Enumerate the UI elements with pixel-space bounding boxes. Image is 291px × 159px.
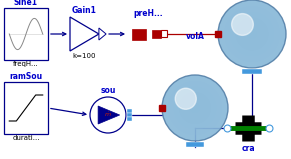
Circle shape — [246, 28, 258, 40]
Text: sou: sou — [100, 86, 116, 95]
Circle shape — [235, 17, 269, 51]
Text: k=100: k=100 — [73, 53, 96, 59]
Text: Sine1: Sine1 — [14, 0, 38, 7]
Text: preH...: preH... — [133, 9, 163, 18]
Text: ramSou: ramSou — [9, 72, 42, 81]
Text: durati...: durati... — [12, 135, 40, 141]
Circle shape — [90, 97, 126, 133]
Circle shape — [189, 103, 200, 114]
Text: cra: cra — [241, 144, 255, 153]
Circle shape — [241, 23, 263, 45]
Text: freqH...: freqH... — [13, 61, 39, 67]
Circle shape — [178, 91, 212, 124]
Circle shape — [173, 86, 217, 130]
Bar — [127, 109, 132, 113]
Circle shape — [162, 75, 228, 141]
Circle shape — [184, 97, 206, 119]
Bar — [127, 113, 132, 117]
Bar — [4, 82, 48, 134]
Circle shape — [218, 0, 286, 68]
Text: Gain1: Gain1 — [72, 6, 97, 15]
Circle shape — [162, 75, 228, 141]
Bar — [132, 28, 146, 39]
Bar — [242, 69, 262, 73]
Text: $\dot{m}$: $\dot{m}$ — [104, 111, 112, 119]
Bar — [4, 8, 48, 60]
Circle shape — [224, 6, 280, 62]
Circle shape — [232, 14, 253, 35]
Polygon shape — [98, 106, 120, 124]
Polygon shape — [99, 28, 106, 40]
Polygon shape — [127, 28, 132, 39]
Bar — [127, 117, 132, 121]
Circle shape — [218, 0, 286, 68]
Bar — [186, 142, 204, 146]
Circle shape — [229, 11, 275, 57]
Bar — [161, 30, 167, 37]
Polygon shape — [70, 17, 99, 51]
Circle shape — [168, 80, 223, 135]
Circle shape — [175, 88, 196, 109]
Text: volA: volA — [186, 32, 205, 41]
Bar — [152, 30, 161, 38]
